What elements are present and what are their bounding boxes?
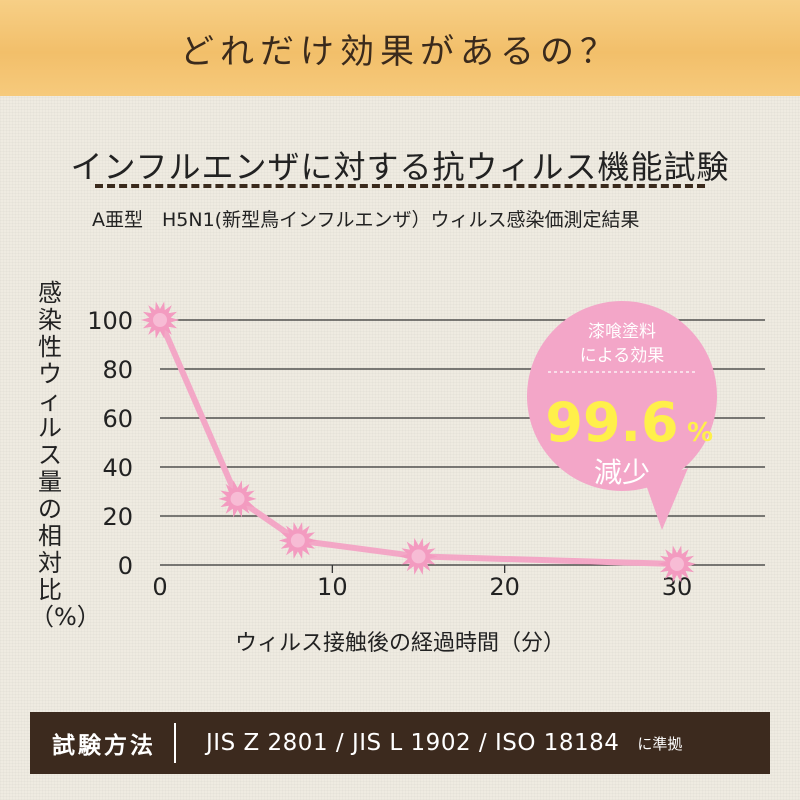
test-method-label: 試験方法 xyxy=(52,733,156,759)
data-point-core xyxy=(670,557,684,572)
callout-tail xyxy=(645,468,688,530)
divider xyxy=(174,723,176,763)
callout-top-text: 漆喰塗料 xyxy=(588,321,656,342)
test-standards: JIS Z 2801 / JIS L 1902 / ISO 18184 xyxy=(206,730,620,756)
y-tick-label: 40 xyxy=(102,454,133,482)
x-tick-label: 0 xyxy=(152,573,167,601)
title-underline xyxy=(95,184,705,188)
chart-subtitle: A亜型 H5N1(新型鳥インフルエンザ）ウィルス感染価測定結果 xyxy=(92,209,640,231)
top-banner: どれだけ効果があるの？ xyxy=(0,0,800,96)
data-point-core xyxy=(411,549,426,564)
callout-bubble xyxy=(527,301,717,491)
y-tick-label: 60 xyxy=(102,405,133,433)
data-point-core xyxy=(290,533,305,548)
test-method-bar: 試験方法 JIS Z 2801 / JIS L 1902 / ISO 18184… xyxy=(30,712,770,774)
y-tick-label: 80 xyxy=(102,356,133,384)
data-point-core xyxy=(153,313,167,327)
chart-title: インフルエンザに対する抗ウィルス機能試験 xyxy=(70,148,730,186)
compliance-note: に準拠 xyxy=(637,734,683,753)
callout-middle-text: による効果 xyxy=(580,346,665,366)
banner-heading: どれだけ効果があるの？ xyxy=(180,32,620,72)
x-axis-label: ウィルス接触後の経過時間（分） xyxy=(234,631,565,656)
x-tick-label: 10 xyxy=(317,573,348,601)
y-tick-label: 0 xyxy=(118,552,133,580)
y-tick-label: 20 xyxy=(102,503,133,531)
callout-unit: % xyxy=(687,418,713,448)
y-axis-label: 感染性ウィルス量の相対比（%） xyxy=(30,279,101,631)
callout-value: 99.6 xyxy=(545,391,678,454)
data-point-core xyxy=(230,491,245,506)
callout-bottom-text: 減少 xyxy=(594,456,650,489)
y-tick-label: 100 xyxy=(87,307,133,335)
x-tick-label: 20 xyxy=(489,573,520,601)
